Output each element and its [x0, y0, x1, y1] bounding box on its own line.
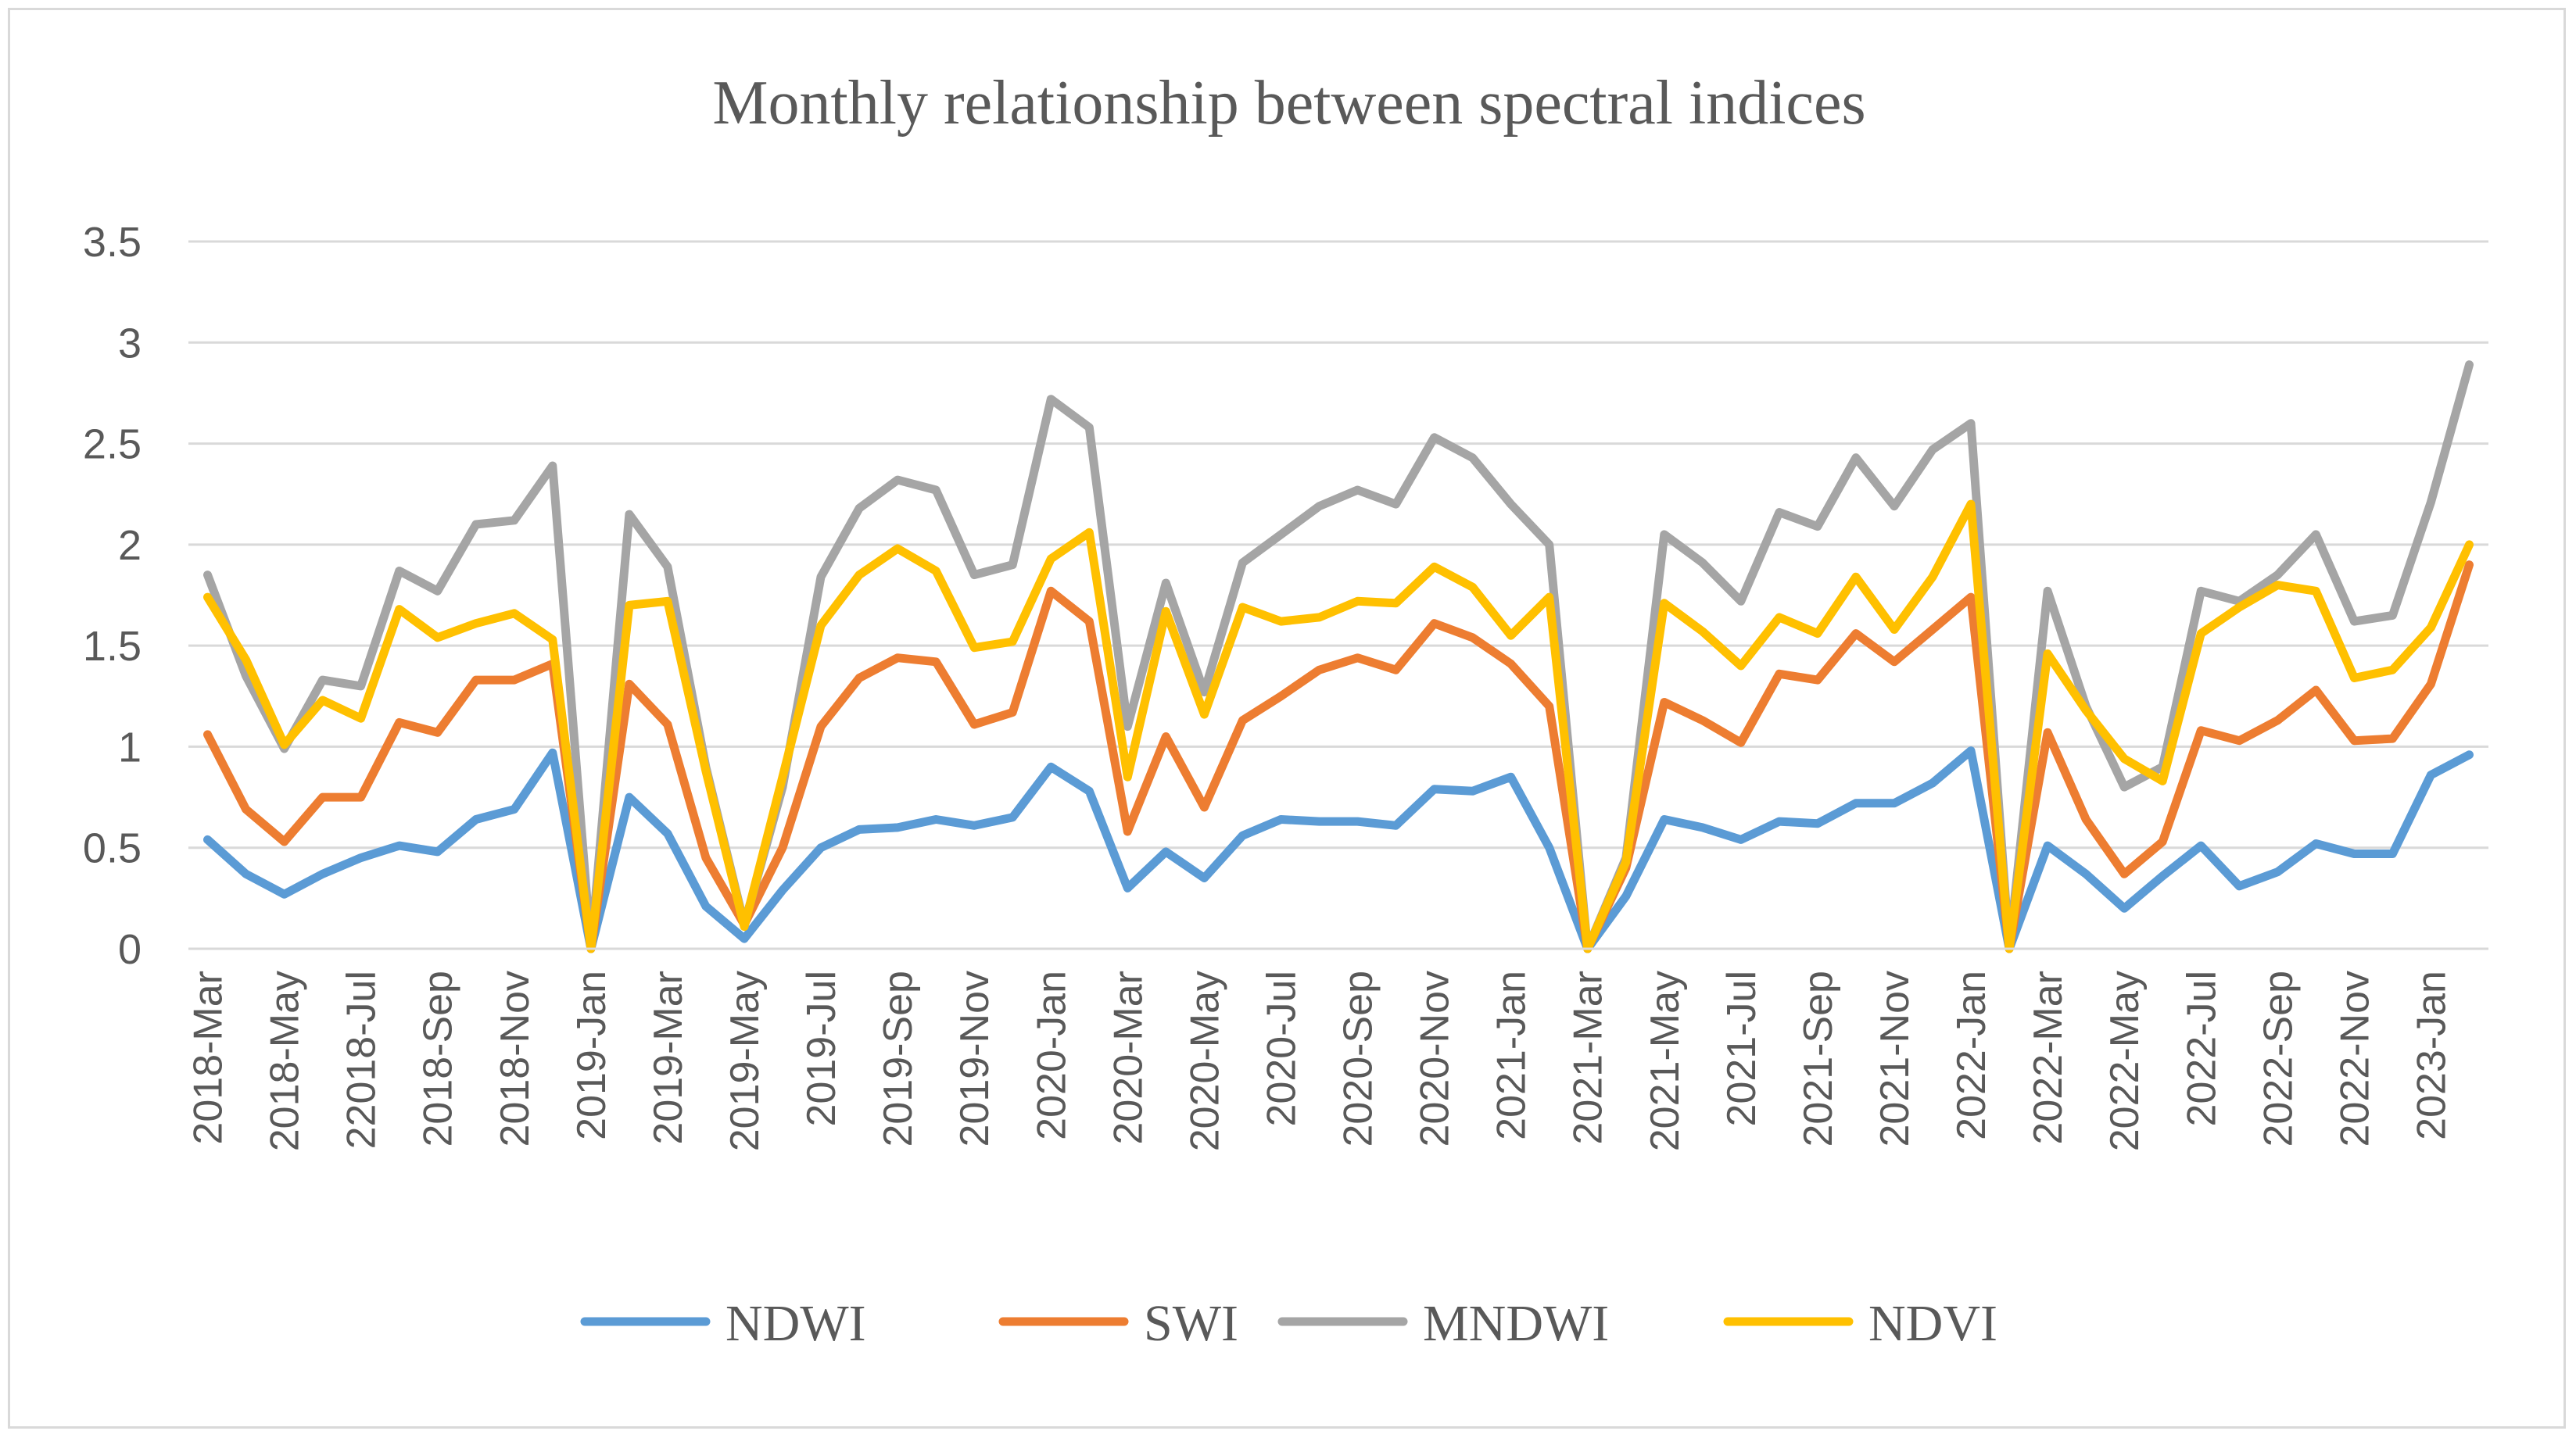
x-tick-label: 2021-Mar [1566, 971, 1611, 1145]
y-axis-tick-labels: 0 0.5 1 1.5 2 2.5 3 3.5 [83, 219, 142, 973]
x-tick-label: 2022-May [2102, 971, 2148, 1151]
x-tick-label: 2019-May [722, 971, 768, 1151]
x-tick-label: 2020-Sep [1336, 971, 1381, 1147]
series-line-ndvi [203, 499, 2474, 953]
x-tick-label: 2020-Jul [1259, 971, 1304, 1126]
series-line-mndwi [203, 360, 2474, 953]
x-tick-label: 2022-Nov [2332, 971, 2377, 1146]
x-tick-label: 2019-Nov [952, 971, 998, 1146]
x-tick-label: 2018-Nov [493, 971, 538, 1146]
x-tick-label: 2022-Jan [1949, 971, 1994, 1140]
y-tick-label: 0 [118, 926, 142, 973]
y-tick-label: 2 [118, 522, 142, 569]
legend-label-ndwi: NDWI [726, 1295, 866, 1352]
y-tick-label: 3 [118, 320, 142, 367]
x-tick-label: 2021-Jan [1489, 971, 1535, 1140]
y-tick-label: 1 [118, 724, 142, 771]
chart-svg: Monthly relationship between spectral in… [83, 69, 2488, 1352]
x-tick-label: 2019-Sep [876, 971, 921, 1147]
series-lines [203, 360, 2474, 953]
legend-label-ndvi: NDVI [1868, 1295, 1997, 1352]
x-tick-label: 2022-Mar [2026, 971, 2071, 1145]
x-tick-label: 2018-May [263, 971, 308, 1151]
legend: NDWI SWI MNDWI NDVI [580, 1295, 1997, 1352]
x-tick-label: 2021-May [1643, 971, 1688, 1151]
x-tick-label: 2020-May [1182, 971, 1227, 1151]
y-tick-label: 0.5 [83, 825, 142, 872]
x-tick-label: 2020-Mar [1105, 971, 1151, 1145]
y-tick-label: 3.5 [83, 219, 142, 266]
legend-label-swi: SWI [1144, 1295, 1238, 1352]
x-tick-label: 2019-Mar [646, 971, 691, 1145]
y-tick-label: 2.5 [83, 421, 142, 468]
x-tick-label: 2018-Sep [416, 971, 461, 1147]
gridlines [188, 240, 2488, 850]
chart-title: Monthly relationship between spectral in… [712, 69, 1865, 138]
x-tick-label: 2021-Nov [1872, 971, 1918, 1146]
x-tick-label: 2021-Sep [1796, 971, 1841, 1147]
y-tick-label: 1.5 [83, 623, 142, 670]
x-tick-label: 2018-Mar [186, 971, 231, 1145]
x-tick-label: 2021-Jul [1719, 971, 1765, 1126]
legend-label-mndwi: MNDWI [1423, 1295, 1609, 1352]
x-tick-label: 2019-Jan [569, 971, 614, 1140]
x-tick-label: 2020-Nov [1413, 971, 1458, 1146]
x-tick-label: 2020-Jan [1029, 971, 1074, 1140]
x-axis-tick-labels: 2018-Mar 2018-May 22018-Jul 2018-Sep 2018-No… [186, 971, 2455, 1151]
x-tick-label: 2023-Jan [2409, 971, 2454, 1140]
x-tick-label: 2022-Sep [2255, 971, 2301, 1147]
x-tick-label: 22018-Jul [339, 971, 385, 1149]
chart-frame: Monthly relationship between spectral in… [8, 8, 2566, 1429]
x-tick-label: 2022-Jul [2179, 971, 2224, 1126]
x-tick-label: 2019-Jul [799, 971, 844, 1126]
